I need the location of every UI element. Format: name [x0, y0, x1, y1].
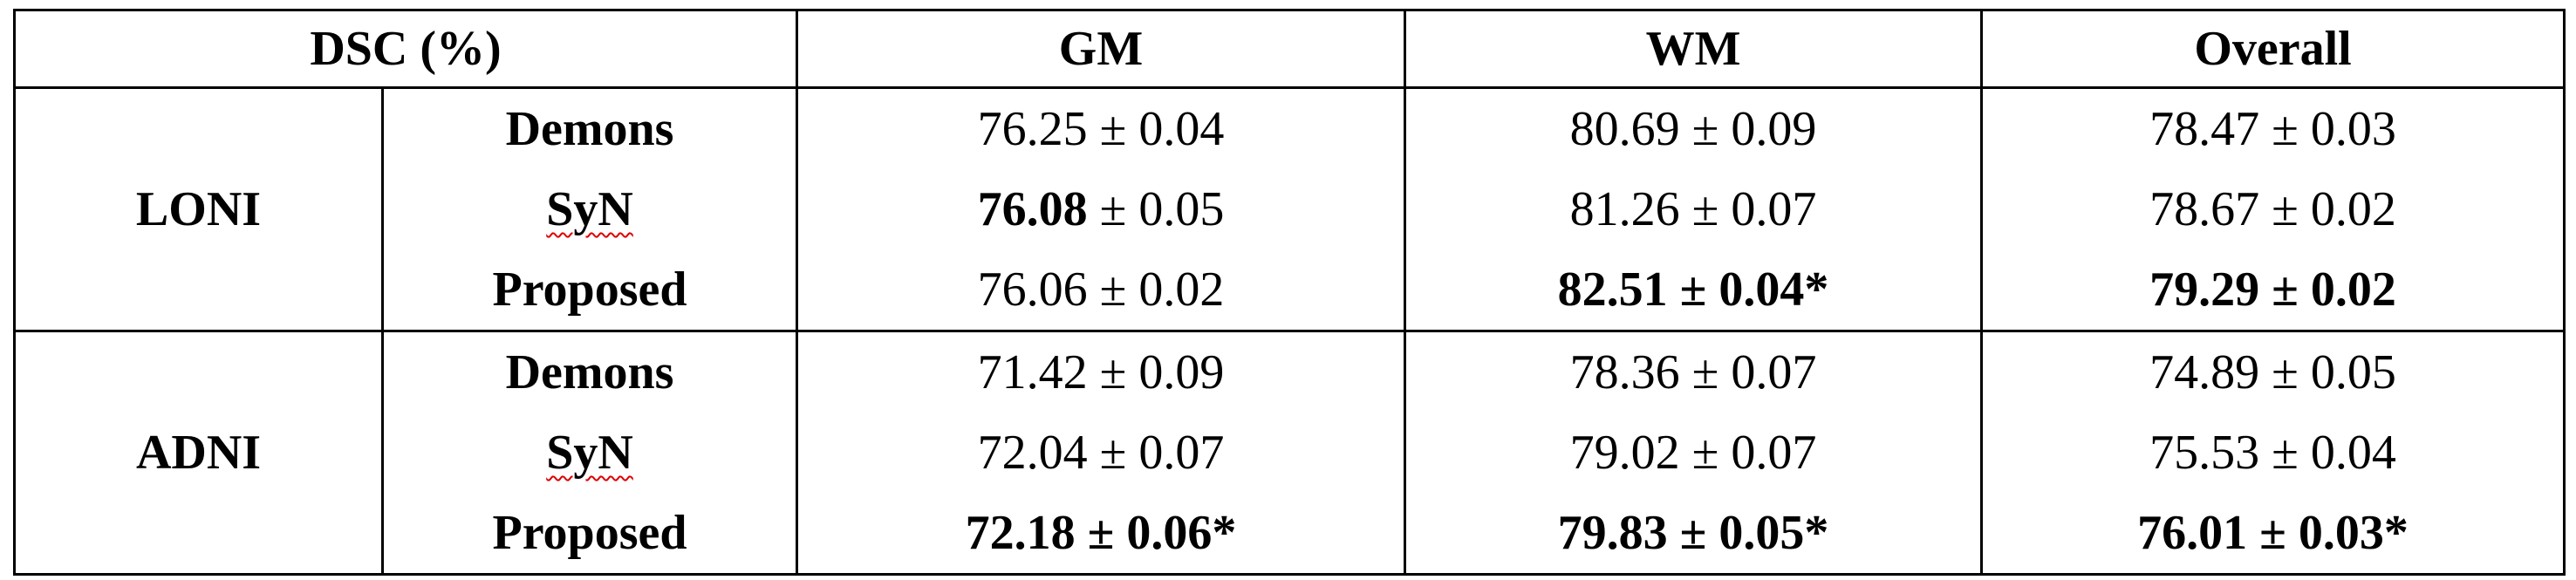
data-row: SyN 76.08 ± 0.05 81.26 ± 0.07 78.67 ± 0.02: [15, 169, 2566, 249]
results-table: DSC (%) GM WM Overall LONI Demons 76.25 ± 0.04…: [12, 9, 2566, 576]
value-text: 79.29 ± 0.02: [2149, 263, 2396, 317]
value-cell: 79.83 ± 0.05*: [1404, 493, 1984, 576]
value-text: 72.18 ± 0.06*: [965, 506, 1237, 560]
value-cell: 76.06 ± 0.02: [796, 249, 1407, 332]
header-cell: WM: [1404, 9, 1984, 89]
header-cell: DSC (%): [12, 9, 799, 89]
method-name: Proposed: [492, 263, 687, 317]
value-cell: 81.26 ± 0.07: [1404, 169, 1984, 249]
value-text: 75.53 ± 0.04: [2149, 426, 2396, 480]
value-cell: 72.04 ± 0.07: [796, 413, 1407, 493]
method-name: SyN: [546, 426, 633, 480]
method-cell: Proposed: [380, 493, 799, 576]
method-cell: Demons: [380, 86, 799, 169]
value-text: ± 0.05: [1087, 182, 1225, 236]
value-cell: 72.18 ± 0.06*: [796, 493, 1407, 576]
value-text: 76.25 ± 0.04: [977, 102, 1225, 156]
value-text: 72.04 ± 0.07: [977, 426, 1225, 480]
value-cell: 78.67 ± 0.02: [1980, 169, 2566, 249]
method-cell: Demons: [380, 330, 799, 413]
value-text: 71.42 ± 0.09: [977, 345, 1225, 399]
value-text: 79.02 ± 0.07: [1569, 426, 1817, 480]
table-body: DSC (%) GM WM Overall LONI Demons 76.25 ± 0.04…: [12, 9, 2566, 576]
value-cell: 80.69 ± 0.09: [1404, 86, 1984, 169]
header-row: DSC (%) GM WM Overall: [12, 9, 2566, 89]
value-text: 81.26 ± 0.07: [1569, 182, 1817, 236]
data-row: Proposed 72.18 ± 0.06* 79.83 ± 0.05* 76.01 …: [15, 493, 2566, 576]
method-cell: Proposed: [380, 249, 799, 332]
value-cell: 78.47 ± 0.03: [1980, 86, 2566, 169]
value-cell: 76.08 ± 0.05: [796, 169, 1407, 249]
value-text: 79.83 ± 0.05*: [1557, 506, 1829, 560]
data-row: LONI Demons 76.25 ± 0.04 80.69 ± 0.09 78.47 …: [13, 86, 2566, 332]
method-name: Demons: [505, 102, 674, 156]
value-text: 80.69 ± 0.09: [1569, 102, 1817, 156]
data-row: ADNI Demons 71.42 ± 0.09 78.36 ± 0.07 74.89 …: [13, 330, 2566, 576]
method-cell: SyN: [380, 169, 799, 249]
value-cell: 71.42 ± 0.09: [796, 330, 1407, 413]
group-label: ADNI: [13, 330, 384, 576]
method-name: SyN: [546, 182, 633, 236]
value-text: 74.89 ± 0.05: [2149, 345, 2396, 399]
header-cell: GM: [796, 9, 1407, 89]
data-row: Proposed 76.06 ± 0.02 82.51 ± 0.04* 79.29 ±…: [15, 249, 2566, 332]
value-text: 76.08: [977, 182, 1088, 236]
group-label: LONI: [13, 86, 384, 332]
header-cell: Overall: [1980, 9, 2566, 89]
value-text: 76.01 ± 0.03*: [2137, 506, 2409, 560]
value-cell: 79.29 ± 0.02: [1980, 249, 2566, 332]
method-name: Proposed: [492, 506, 687, 560]
value-cell: 74.89 ± 0.05: [1980, 330, 2566, 413]
value-cell: 82.51 ± 0.04*: [1404, 249, 1984, 332]
value-cell: 76.25 ± 0.04: [796, 86, 1407, 169]
value-cell: 78.36 ± 0.07: [1404, 330, 1984, 413]
value-text: 78.67 ± 0.02: [2149, 182, 2396, 236]
method-name: Demons: [505, 345, 674, 399]
value-cell: 75.53 ± 0.04: [1980, 413, 2566, 493]
value-text: 76.06 ± 0.02: [977, 263, 1225, 317]
value-text: 78.47 ± 0.03: [2149, 102, 2396, 156]
value-cell: 79.02 ± 0.07: [1404, 413, 1984, 493]
value-cell: 76.01 ± 0.03*: [1980, 493, 2566, 576]
value-text: 78.36 ± 0.07: [1569, 345, 1817, 399]
data-row: SyN 72.04 ± 0.07 79.02 ± 0.07 75.53 ± 0.04: [15, 413, 2566, 493]
method-cell: SyN: [380, 413, 799, 493]
value-text: 82.51 ± 0.04*: [1557, 263, 1829, 317]
